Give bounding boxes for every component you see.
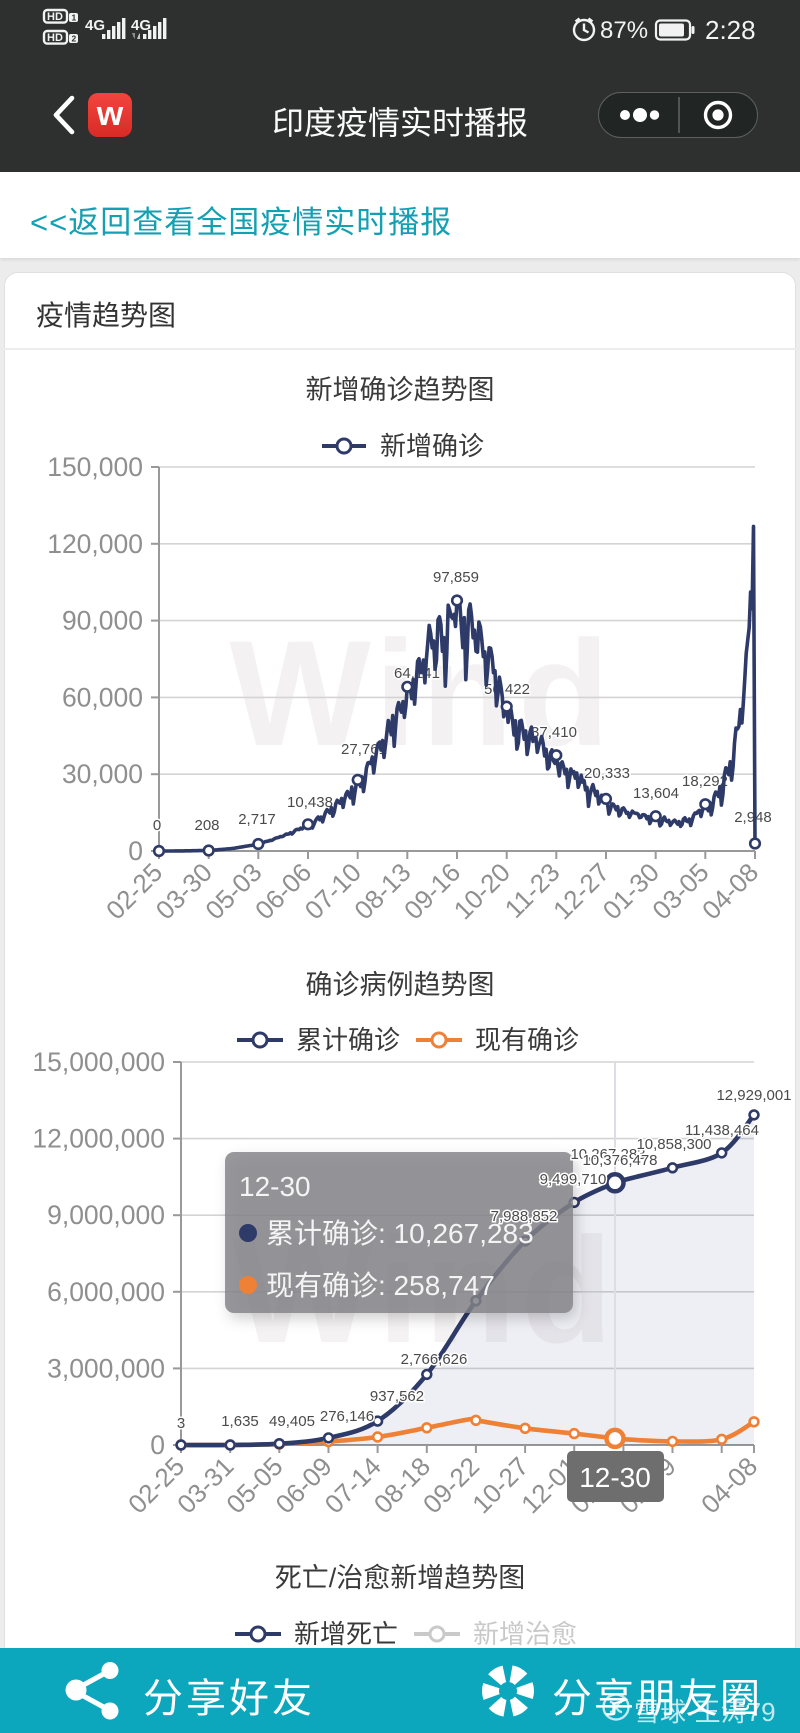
svg-text:新增确诊: 新增确诊 [380,431,484,461]
svg-text:12,000,000: 12,000,000 [32,1124,165,1154]
svg-text:10,858,300: 10,858,300 [636,1136,711,1153]
svg-text:06-09: 06-09 [270,1451,338,1519]
svg-text:12-30: 12-30 [579,1462,651,1493]
svg-text:0: 0 [128,836,143,866]
svg-text:10-20: 10-20 [448,857,516,925]
svg-text:2,766,626: 2,766,626 [401,1351,468,1368]
svg-text:18,292: 18,292 [682,773,728,790]
svg-text:现有确诊: 现有确诊 [475,1025,579,1055]
svg-text:3: 3 [177,1415,185,1432]
svg-text:HD: HD [47,11,63,23]
svg-text:09-22: 09-22 [417,1451,485,1519]
svg-text:06-06: 06-06 [249,857,317,925]
svg-text:12-30: 12-30 [239,1171,311,1202]
svg-text:2: 2 [72,34,77,44]
svg-text:30,000: 30,000 [62,759,143,789]
svg-text:现有确诊: 258,747: 现有确诊: 258,747 [266,1270,495,1301]
svg-text:02-25: 02-25 [100,857,168,925]
svg-text:04-08: 04-08 [695,1451,763,1519]
svg-text:09-16: 09-16 [398,857,466,925]
svg-text:2,948: 2,948 [734,809,772,826]
svg-text:37,410: 37,410 [531,724,577,741]
svg-text:208: 208 [194,817,219,834]
svg-text:08-13: 08-13 [348,857,416,925]
svg-text:2:28: 2:28 [705,15,756,45]
svg-text:07-10: 07-10 [299,857,367,925]
svg-text:10,267,283: 10,267,283 [570,1146,645,1163]
svg-text:90,000: 90,000 [62,606,143,636]
svg-text:新增治愈: 新增治愈 [473,1619,577,1649]
svg-text:08-18: 08-18 [368,1451,436,1519]
svg-text:4G: 4G [131,17,151,34]
svg-text:1,635: 1,635 [221,1413,259,1430]
svg-text:10-27: 10-27 [466,1451,534,1519]
svg-text:03-30: 03-30 [150,857,218,925]
svg-text:20,333: 20,333 [584,765,630,782]
svg-text:276,146: 276,146 [320,1408,374,1425]
svg-text:937,562: 937,562 [370,1388,424,1405]
svg-text:60,000: 60,000 [62,682,143,712]
svg-text:150,000: 150,000 [47,452,143,482]
svg-text:03-31: 03-31 [171,1451,239,1519]
svg-text:01-30: 01-30 [597,857,665,925]
svg-text:05-05: 05-05 [220,1451,288,1519]
svg-text:2,717: 2,717 [238,811,276,828]
svg-text:97,859: 97,859 [433,569,479,586]
svg-text:7,988,852: 7,988,852 [491,1208,558,1225]
svg-text:56,422: 56,422 [484,681,530,698]
svg-text:12,929,001: 12,929,001 [716,1087,791,1104]
svg-text:10,376,478: 10,376,478 [582,1152,657,1169]
svg-text:07-14: 07-14 [319,1451,387,1519]
svg-text:11,438,464: 11,438,464 [685,1122,759,1139]
svg-text:87%: 87% [600,17,648,44]
svg-text:120,000: 120,000 [47,529,143,559]
svg-text:02-25: 02-25 [122,1451,190,1519]
svg-text:3,000,000: 3,000,000 [47,1353,165,1383]
svg-text:HD: HD [47,32,63,44]
svg-text:03-05: 03-05 [646,857,714,925]
svg-text:05-03: 05-03 [199,857,267,925]
svg-text:04-08: 04-08 [696,857,764,925]
svg-text:新增确诊趋势图: 新增确诊趋势图 [306,375,495,405]
svg-text:0: 0 [153,817,161,834]
svg-text:10,438: 10,438 [287,794,333,811]
svg-text:9,499,710: 9,499,710 [540,1171,607,1188]
svg-text:49,405: 49,405 [269,1413,315,1430]
svg-text:死亡/治愈新增趋势图: 死亡/治愈新增趋势图 [275,1563,526,1593]
svg-text:累计确诊: 10,267,283: 累计确诊: 10,267,283 [266,1218,534,1249]
svg-text:15,000,000: 15,000,000 [32,1047,165,1077]
svg-text:0: 0 [150,1430,165,1460]
svg-text:13,604: 13,604 [633,785,679,802]
svg-text:6,000,000: 6,000,000 [47,1277,165,1307]
svg-text:确诊病例趋势图: 确诊病例趋势图 [306,970,495,1000]
svg-text:9,000,000: 9,000,000 [47,1200,165,1230]
svg-text:1: 1 [72,13,77,23]
svg-text:4G: 4G [85,17,105,34]
svg-text:新增死亡: 新增死亡 [294,1619,398,1649]
svg-text:12-27: 12-27 [547,857,615,925]
svg-text:累计确诊: 累计确诊 [296,1025,400,1055]
